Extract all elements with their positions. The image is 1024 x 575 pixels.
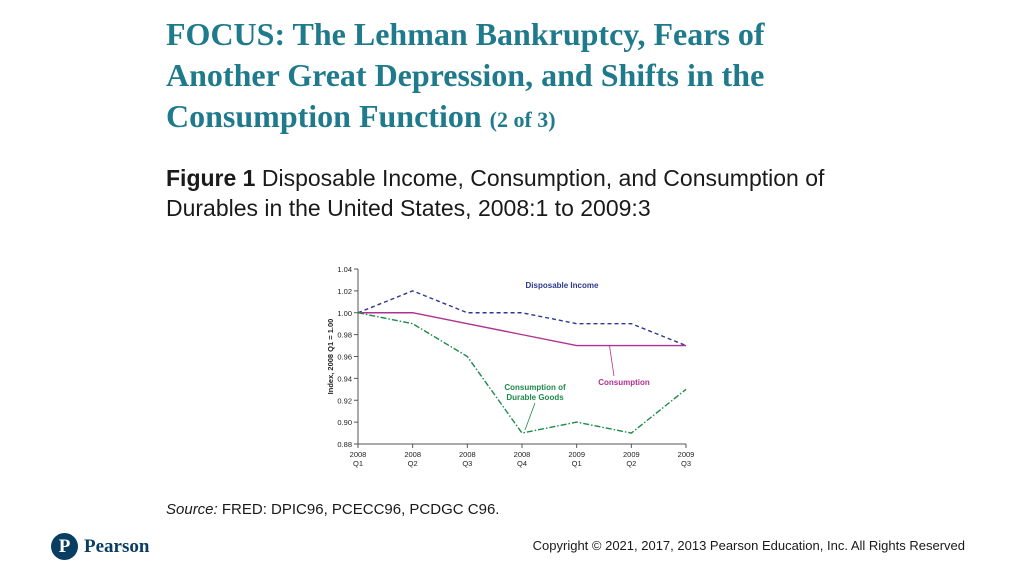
x-tick-label: 2009 (678, 450, 695, 459)
line-chart: 0.88 0.90 0.92 0.94 0.96 0.98 1.00 1.02 1.04 2008… (326, 265, 695, 468)
x-tick-label: 2008 (350, 450, 367, 459)
y-tick-label: 0.94 (337, 374, 352, 383)
copyright-notice: Copyright © 2021, 2017, 2013 Pearson Edu… (532, 538, 965, 553)
source-label: Source: (166, 501, 218, 518)
x-tick-label: Q2 (408, 459, 418, 468)
y-tick-label: 0.92 (337, 396, 352, 405)
title-part: (2 of 3) (489, 107, 556, 132)
pearson-logo: P Pearson (51, 533, 149, 560)
pearson-logo-text: Pearson (84, 535, 150, 557)
series-line-1 (358, 312, 686, 347)
y-tick-label: 0.98 (337, 331, 352, 340)
slide-title: FOCUS: The Lehman Bankruptcy, Fears of A… (166, 14, 866, 140)
x-tick-label: 2009 (568, 450, 585, 459)
x-tick-label: 2008 (514, 450, 531, 459)
x-tick-label: Q1 (572, 459, 582, 468)
source-note: Source: FRED: DPIC96, PCECC96, PCDGC C96… (166, 501, 499, 518)
series-label-disposable-income: Disposable Income (526, 281, 599, 290)
series-label-consumption: Consumption (598, 378, 650, 387)
y-tick-label: 0.88 (337, 440, 352, 449)
figure-caption: Figure 1 Disposable Income, Consumption,… (166, 163, 826, 223)
title-text: FOCUS: The Lehman Bankruptcy, Fears of A… (166, 16, 765, 134)
y-tick-label: 1.00 (337, 309, 352, 318)
x-tick-label: Q3 (462, 459, 472, 468)
figure-caption-text: Disposable Income, Consumption, and Cons… (166, 165, 825, 221)
pearson-logo-icon: P (51, 533, 78, 560)
source-text: FRED: DPIC96, PCECC96, PCDGC C96. (221, 501, 500, 518)
series-label-durables: Durable Goods (506, 393, 564, 402)
y-axis-label: Index, 2008 Q1 = 1.00 (326, 319, 335, 395)
x-tick-label: 2008 (459, 450, 476, 459)
x-tick-label: Q4 (517, 459, 527, 468)
x-tick-label: Q1 (353, 459, 363, 468)
x-tick-label: Q3 (681, 459, 691, 468)
y-tick-label: 0.90 (337, 418, 352, 427)
y-tick-label: 1.02 (337, 287, 352, 296)
series-label-leader-consumption (609, 345, 615, 377)
figure-label: Figure 1 (166, 165, 256, 191)
x-tick-label: 2008 (404, 450, 421, 459)
series-label-leader-durables (524, 402, 536, 431)
y-tick-label: 1.04 (337, 265, 352, 274)
series-line-0 (357, 290, 687, 347)
x-tick-label: 2009 (623, 450, 640, 459)
series-label-durables: Consumption of (504, 383, 566, 392)
series-line-2 (357, 312, 687, 434)
x-tick-label: Q2 (626, 459, 636, 468)
y-tick-label: 0.96 (337, 353, 352, 362)
